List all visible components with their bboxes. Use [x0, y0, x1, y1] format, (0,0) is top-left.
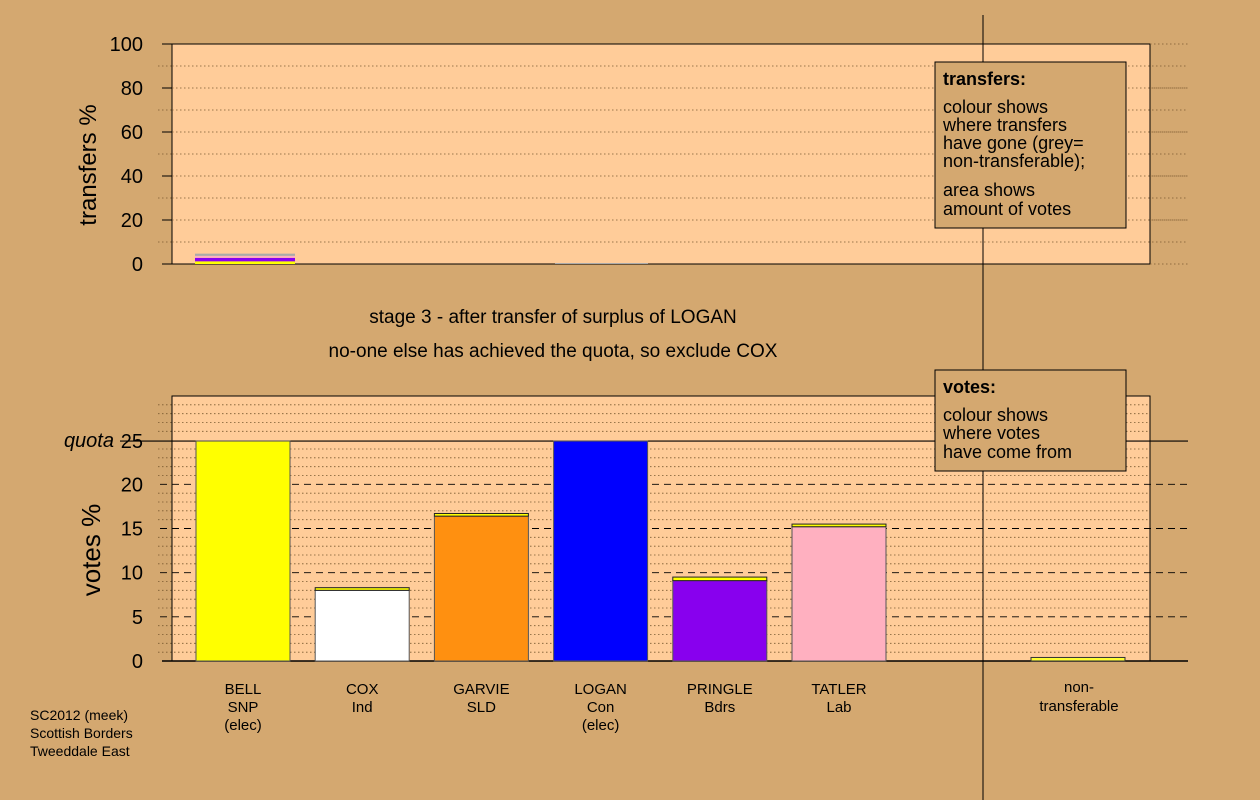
votes-bar [791, 526, 887, 662]
footer-line: Tweeddale East [30, 743, 130, 759]
nontransferable-bar [1030, 656, 1126, 662]
votes-legend-box [934, 369, 1127, 472]
candidate-label: SNP [228, 699, 259, 716]
footer-line: SC2012 (meek) [30, 707, 128, 723]
candidate-label: SLD [467, 699, 496, 716]
transfer-segment [195, 257, 295, 262]
votes-legend: votes: colour shows where votes have com… [934, 369, 1127, 472]
votes-x-labels: BELLSNP(elec)COXIndGARVIESLDLOGANCon(ele… [224, 679, 1118, 734]
transfers-tick-label: 80 [121, 78, 143, 100]
candidate-label: Bdrs [704, 699, 735, 716]
votes-bar [433, 515, 529, 662]
votes-bar [553, 440, 649, 662]
transfers-legend-line: where transfers [942, 115, 1067, 135]
transfers-tick-label: 40 [121, 166, 143, 188]
votes-bar [672, 580, 768, 662]
candidate-label: LOGAN [574, 681, 627, 698]
candidate-label: GARVIE [453, 681, 509, 698]
candidate-label: COX [346, 681, 379, 698]
votes-legend-line: have come from [943, 442, 1072, 462]
votes-tick-label: 25 [121, 431, 143, 453]
votes-tick-label: 5 [132, 607, 143, 629]
candidate-label: TATLER [811, 681, 866, 698]
transfer-segment [195, 261, 295, 264]
votes-bar-transfer [672, 576, 768, 582]
votes-bar-transfer [314, 587, 410, 591]
candidate-label: BELL [225, 681, 262, 698]
votes-bar [195, 440, 291, 662]
candidate-label: Lab [826, 699, 851, 716]
transfers-legend-line: amount of votes [943, 199, 1071, 219]
votes-tick-label: 15 [121, 519, 143, 541]
transfers-legend: transfers: colour shows where transfers … [934, 61, 1127, 229]
transfers-tick-label: 0 [132, 254, 143, 276]
votes-tick-label: 0 [132, 651, 143, 673]
votes-bar-transfer [433, 512, 529, 517]
transfers-legend-line: non-transferable); [943, 151, 1085, 171]
transfer-segment [195, 255, 295, 258]
votes-bar-transfer [791, 523, 887, 528]
votes-legend-title: votes: [943, 377, 996, 397]
stage-subtitle: no-one else has achieved the quota, so e… [329, 341, 778, 362]
transfers-gridlines [172, 43, 1188, 265]
transfers-tick-label: 20 [121, 210, 143, 232]
transfer-segment [195, 253, 295, 256]
transfers-y-axis-label: transfers % [75, 104, 102, 225]
transfers-tick-label: 60 [121, 122, 143, 144]
quota-label: quota [64, 430, 114, 452]
votes-legend-line: where votes [942, 423, 1040, 443]
candidate-label: PRINGLE [687, 681, 753, 698]
stage-title: stage 3 - after transfer of surplus of L… [369, 307, 737, 328]
votes-y-axis-label: votes % [76, 504, 106, 597]
votes-legend-line: colour shows [943, 405, 1048, 425]
transfers-y-ticks: 0 20 40 60 80 100 [110, 34, 172, 276]
transfers-legend-box [934, 61, 1127, 229]
votes-tick-label: 10 [121, 563, 143, 585]
candidate-label: (elec) [582, 717, 620, 734]
nontransferable-label: non- [1064, 679, 1094, 696]
candidate-label: Con [587, 699, 615, 716]
votes-tick-label: 20 [121, 474, 143, 496]
votes-bar [314, 589, 410, 662]
candidate-label: Ind [352, 699, 373, 716]
transfers-legend-line: colour shows [943, 97, 1048, 117]
nontransferable-label: transferable [1039, 698, 1118, 715]
votes-y-ticks: 0 5 10 15 20 25 [121, 431, 143, 673]
votes-bars [195, 440, 1126, 662]
transfers-tick-label: 100 [110, 34, 143, 56]
transfers-legend-line: area shows [943, 180, 1035, 200]
transfers-bars [195, 253, 648, 264]
footer-line: Scottish Borders [30, 725, 133, 741]
transfers-legend-line: have gone (grey= [943, 133, 1084, 153]
transfers-legend-title: transfers: [943, 69, 1026, 89]
candidate-label: (elec) [224, 717, 262, 734]
